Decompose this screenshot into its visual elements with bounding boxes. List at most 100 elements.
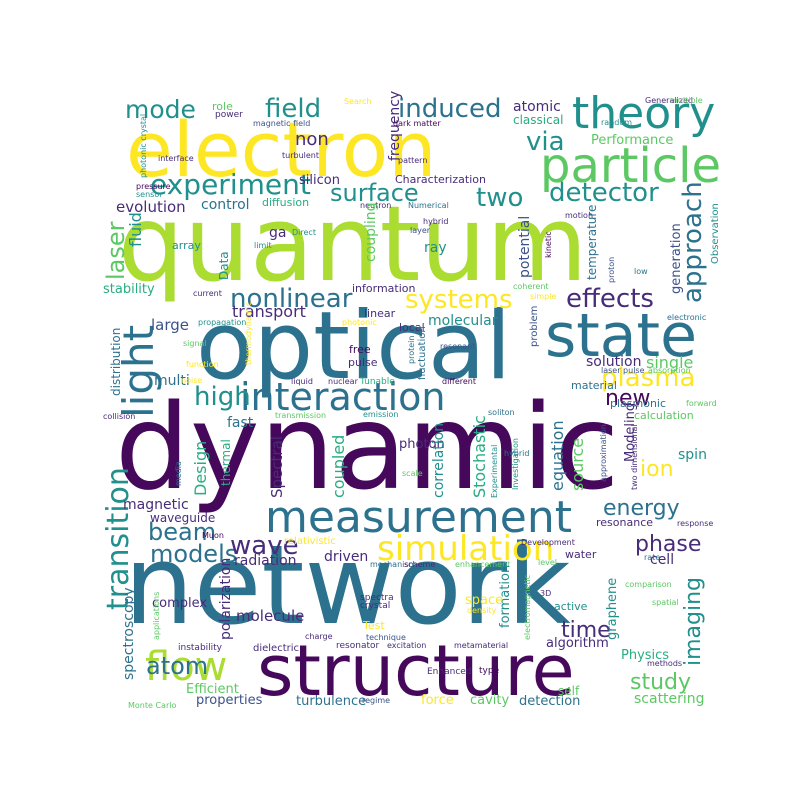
word-scattering: scattering	[634, 691, 705, 707]
word-molecular: molecular	[428, 313, 498, 329]
word-radiation: radiation	[234, 553, 297, 569]
word-observation: Observation	[710, 203, 721, 264]
word-media: media	[174, 461, 183, 486]
word-propagation: propagation	[198, 318, 247, 327]
word-wave: wave	[230, 531, 299, 561]
word-information: information	[352, 282, 416, 295]
word-muon: Muon	[202, 531, 224, 540]
word-induced: induced	[398, 94, 502, 124]
word-molecule: molecule	[236, 607, 305, 625]
word-layer: layer	[410, 226, 431, 235]
word-density: density	[467, 606, 497, 615]
word-design: Design	[191, 440, 210, 496]
word-correlation: correlation	[431, 422, 447, 498]
word-models: models	[150, 540, 238, 568]
word-numerical: Numerical	[408, 201, 449, 210]
word-imaging: imaging	[681, 576, 706, 666]
word-potential: potential	[517, 215, 533, 278]
word-enhanced: Enhanced	[427, 667, 472, 677]
word-liquid: liquid	[291, 377, 313, 386]
word-forward: forward	[686, 399, 717, 408]
word-regime: regime	[362, 696, 391, 705]
word-magnetic: magnetic	[123, 497, 189, 513]
word-pressure: pressure	[136, 182, 171, 191]
word-efficient: Efficient	[186, 682, 239, 697]
word-methods: methods	[647, 659, 683, 668]
word-spectra: spectra	[360, 593, 394, 603]
word-coupled: coupled	[329, 434, 348, 498]
word-hybrid: hybrid	[423, 217, 449, 226]
word-different: different	[442, 377, 476, 386]
word-low: low	[634, 267, 648, 276]
word-two-dimensional: two dimensional	[630, 424, 639, 490]
word-equation: equation	[548, 420, 567, 491]
word-resonance: resonance	[596, 516, 654, 529]
word-quantum: quantum	[118, 183, 588, 305]
word-linear: linear	[364, 307, 396, 320]
word-space: space	[465, 593, 504, 608]
word-two: two	[476, 183, 524, 213]
word-laser: laser	[102, 221, 130, 280]
word-diffusion: diffusion	[262, 196, 310, 209]
word-self: self	[558, 684, 580, 698]
word-neutron: neutron	[360, 201, 392, 210]
word-turbulent: turbulent	[282, 151, 319, 160]
word-fluctuation: fluctuation	[417, 326, 428, 380]
word-via: via	[526, 127, 565, 157]
word-energy: energy	[603, 496, 680, 521]
word-source: source	[568, 437, 587, 491]
word-free: free	[349, 343, 371, 356]
word-fluid: fluid	[126, 212, 145, 247]
word-control: control	[201, 197, 250, 213]
word-material: material	[571, 379, 617, 392]
word-rate: rate	[644, 553, 661, 562]
word-resonator: resonator	[336, 641, 380, 651]
word-power: power	[215, 110, 243, 120]
word-development: Development	[521, 538, 575, 547]
word-direct: Direct	[292, 228, 316, 237]
word-ion: ion	[640, 457, 674, 482]
word-hybrid: hybrid	[504, 449, 530, 458]
word-plasma: plasma	[601, 363, 696, 393]
word-electron: electron	[126, 105, 437, 194]
word-collision: collision	[103, 412, 136, 421]
word-data: Data	[217, 251, 231, 280]
word-solution: solution	[586, 354, 642, 370]
word-experiment: experiment	[150, 168, 311, 201]
word-spectroscopy: spectroscopy	[121, 587, 137, 680]
word-characterization: Characterization	[395, 173, 486, 186]
word-protein: protein	[407, 335, 416, 364]
word-signal: signal	[183, 339, 207, 348]
word-water: water	[565, 548, 597, 561]
word-local: local	[399, 321, 425, 334]
word-pattern: pattern	[398, 156, 428, 165]
word-interface: interface	[158, 154, 194, 163]
word-properties: properties	[196, 693, 263, 708]
word-structure: structure	[257, 630, 575, 712]
word-polarization: polarization	[218, 557, 234, 640]
word-multiple: multiple	[670, 96, 703, 105]
word-problem: problem	[529, 305, 540, 347]
word-laser-pulse: laser pulse	[601, 366, 645, 375]
word-limit: limit	[254, 241, 272, 250]
word-stability: stability	[103, 282, 155, 297]
word-generation: generation	[669, 223, 684, 294]
word-nonlinear: nonlinear	[230, 284, 353, 314]
word-relativistic: relativistic	[284, 536, 336, 547]
word-mode: mode	[125, 95, 196, 124]
word-pulse: pulse	[348, 356, 378, 369]
word-level: level	[538, 558, 558, 567]
word-emission: emission	[363, 410, 399, 419]
word-photon: photon	[399, 437, 445, 452]
word-field: field	[265, 94, 322, 124]
word-silicon: silicon	[299, 173, 340, 188]
word-large: large	[151, 316, 190, 334]
word-study: study	[630, 670, 692, 695]
word-cavity: cavity	[470, 693, 510, 708]
word-tunable: Tunable	[360, 377, 395, 387]
word-simple: simple	[530, 292, 557, 301]
word-beam: beam	[148, 518, 217, 546]
word-absorption: absorption	[648, 366, 691, 375]
word-time: time	[561, 618, 611, 643]
word-classical: classical	[513, 113, 564, 127]
